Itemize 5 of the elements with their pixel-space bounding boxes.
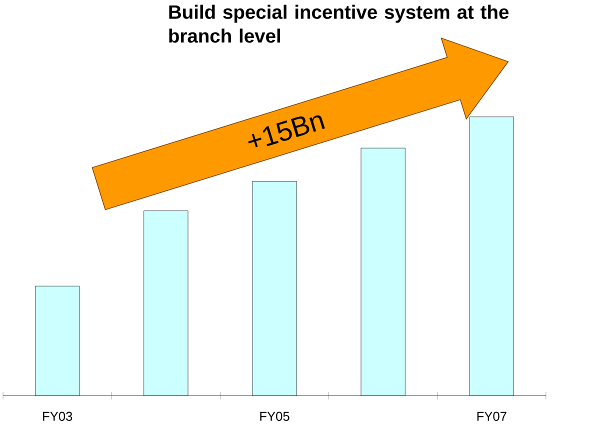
annotation: +15Bn [248,115,325,148]
x-tick-label: FY07 [477,412,506,421]
x-tick-label: FY05 [260,412,290,421]
x-tick-label: FY03 [43,412,72,421]
chart-title: Build special incentive system at the branch level [169,4,509,43]
